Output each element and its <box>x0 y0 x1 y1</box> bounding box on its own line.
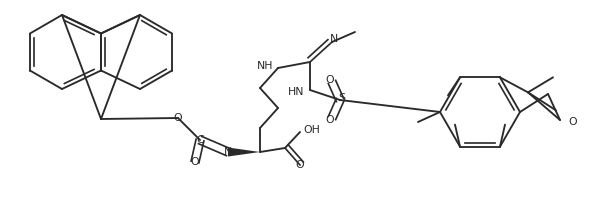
Text: O: O <box>568 117 576 127</box>
Text: NH: NH <box>256 61 273 71</box>
Text: O: O <box>191 157 200 167</box>
Text: OH: OH <box>303 125 320 135</box>
Text: O: O <box>295 160 305 170</box>
Polygon shape <box>228 147 260 156</box>
Text: S: S <box>338 93 346 103</box>
Text: O: O <box>326 75 334 85</box>
Text: N: N <box>224 147 232 157</box>
Text: O: O <box>326 115 334 125</box>
Text: C: C <box>196 135 204 145</box>
Text: HN: HN <box>288 87 304 97</box>
Text: N: N <box>330 34 338 44</box>
Text: O: O <box>174 113 182 123</box>
